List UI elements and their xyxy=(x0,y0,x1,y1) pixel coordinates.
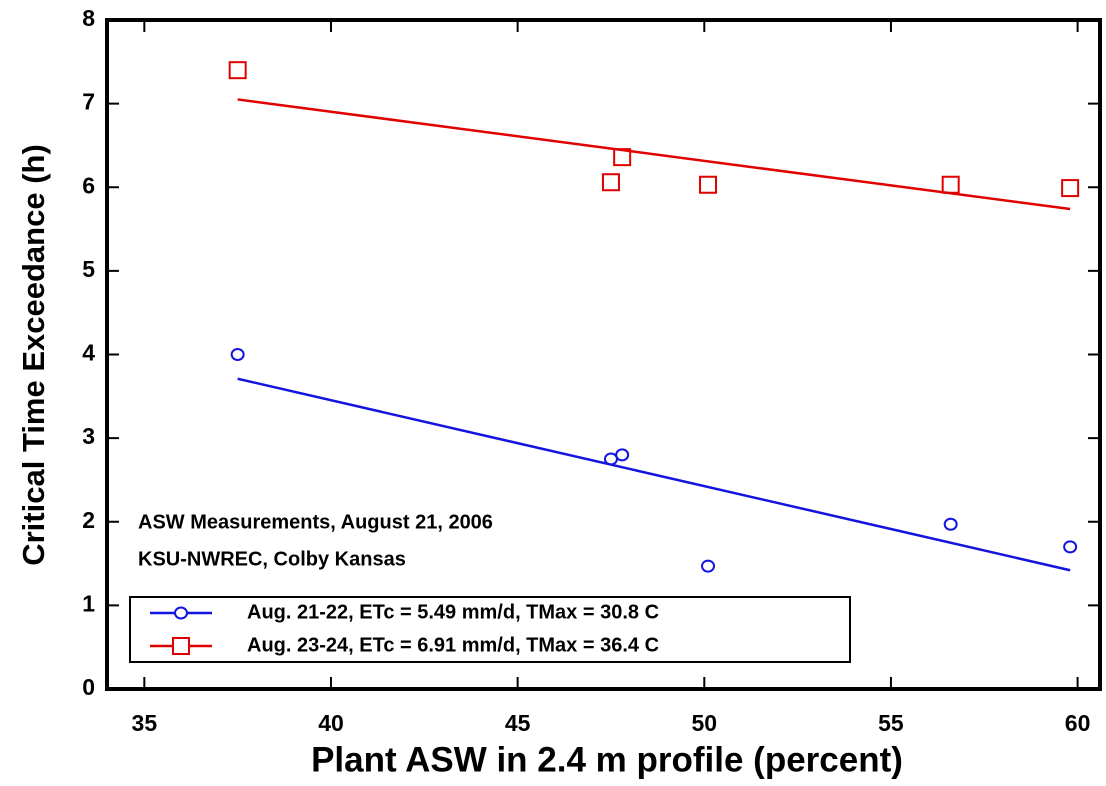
legend-marker xyxy=(174,606,188,620)
y-tick-label: 7 xyxy=(82,89,95,115)
y-tick-label: 3 xyxy=(82,423,95,449)
x-tick-label: 55 xyxy=(878,710,904,736)
plot-frame xyxy=(105,18,1102,691)
point xyxy=(228,61,247,80)
point xyxy=(615,448,630,462)
legend-box xyxy=(129,596,851,663)
x-tick-label: 45 xyxy=(505,710,531,736)
trend-line xyxy=(237,377,1071,572)
y-axis-label: Critical Time Exceedance (h) xyxy=(16,144,51,566)
y-tick-label: 8 xyxy=(82,5,95,31)
y-tick-label: 2 xyxy=(82,507,95,533)
annotation: ASW Measurements, August 21, 2006 xyxy=(138,511,493,533)
point xyxy=(613,148,632,167)
point xyxy=(1061,179,1080,198)
annotation: KSU-NWREC, Colby Kansas xyxy=(138,548,406,570)
x-tick-label: 50 xyxy=(691,710,717,736)
x-tick-label: 60 xyxy=(1065,710,1091,736)
y-tick-label: 1 xyxy=(82,590,95,616)
point xyxy=(701,559,716,573)
legend-label: Aug. 21-22, ETc = 5.49 mm/d, TMax = 30.8… xyxy=(247,601,659,623)
y-tick-label: 6 xyxy=(82,172,95,198)
point xyxy=(601,173,620,192)
x-axis-label: Plant ASW in 2.4 m profile (percent) xyxy=(311,740,903,779)
point xyxy=(603,452,618,466)
x-tick-label: 35 xyxy=(132,710,158,736)
x-tick-label: 40 xyxy=(318,710,344,736)
point xyxy=(230,348,245,361)
point xyxy=(941,175,960,194)
legend-label: Aug. 23-24, ETc = 6.91 mm/d, TMax = 36.4… xyxy=(247,634,659,656)
point xyxy=(943,517,958,531)
y-tick-label: 4 xyxy=(82,340,95,366)
trend-line xyxy=(237,98,1071,211)
point xyxy=(699,175,718,194)
point xyxy=(1063,540,1078,554)
legend-marker xyxy=(172,637,190,655)
y-tick-label: 5 xyxy=(82,256,95,282)
y-tick-label: 0 xyxy=(82,674,95,700)
